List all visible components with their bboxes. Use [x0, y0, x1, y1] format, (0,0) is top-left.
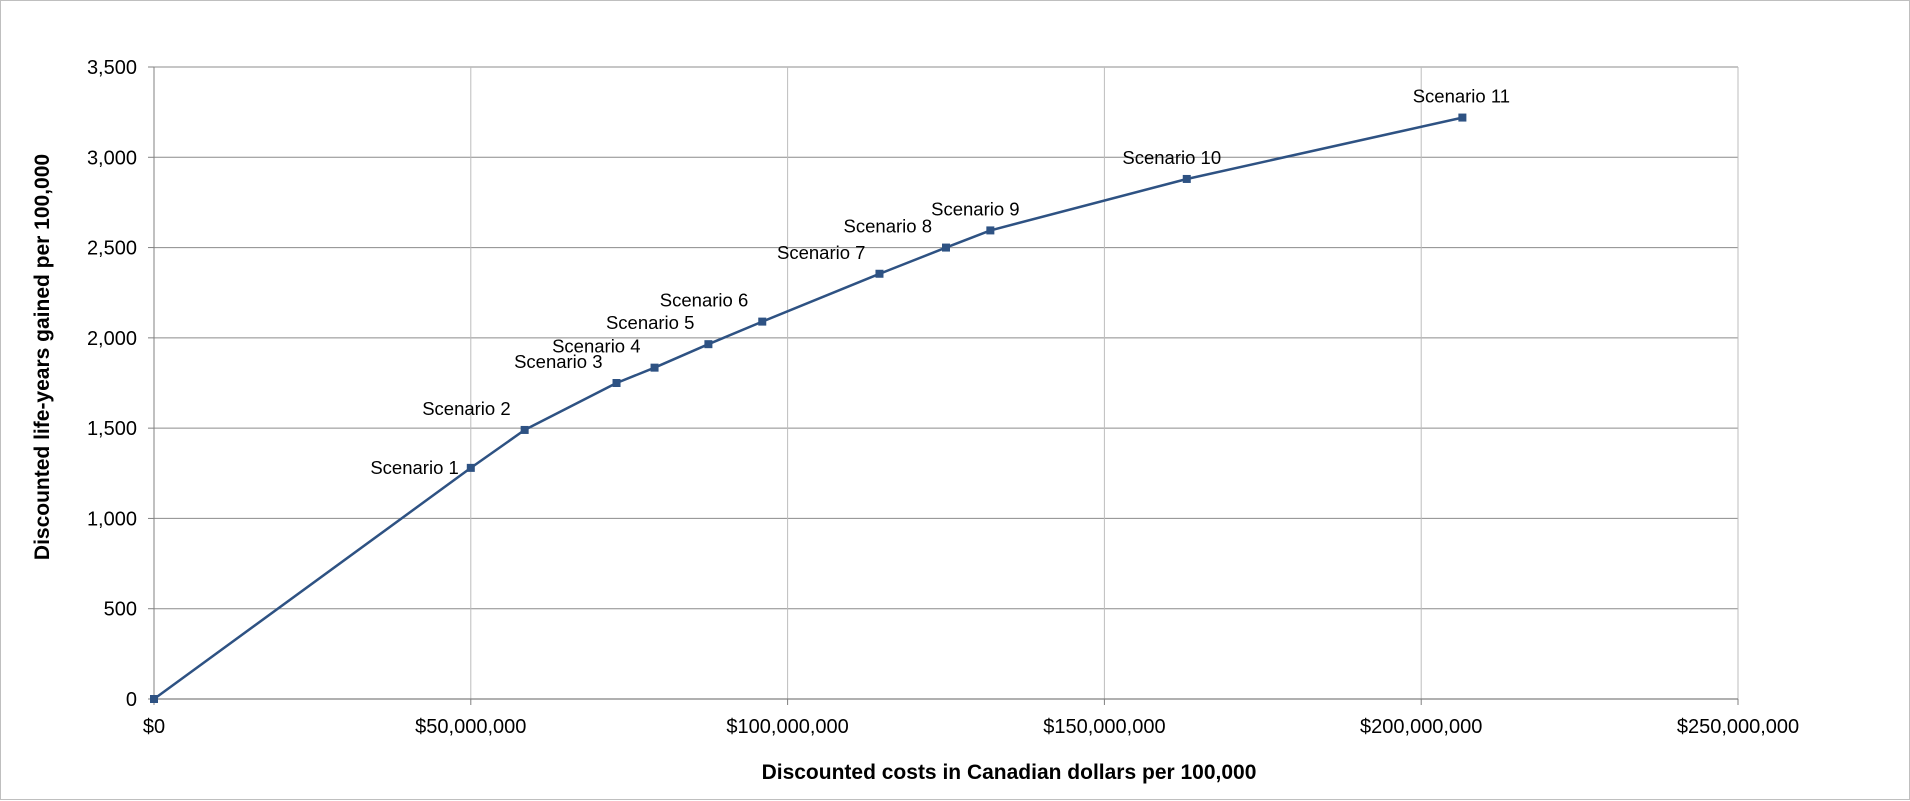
series-line	[150, 113, 1467, 703]
data-label: Scenario 11	[1413, 86, 1510, 107]
x-tick-label: $0	[143, 716, 165, 738]
data-point-marker	[650, 363, 659, 372]
x-tick-label: $50,000,000	[415, 716, 526, 738]
series-path	[153, 116, 1463, 701]
data-label: Scenario 6	[660, 290, 748, 311]
data-label: Scenario 4	[552, 336, 640, 357]
data-point-marker	[758, 317, 767, 326]
data-label: Scenario 3	[514, 351, 602, 372]
tick-labels: 0 500 1,000 1,500 2,000 2,500 3,000 3,500 $0 $50,…	[87, 57, 1799, 738]
data-label: Scenario 8	[844, 216, 932, 237]
data-point-marker	[520, 425, 529, 434]
y-tick-label: 3,000	[87, 147, 137, 169]
y-tick-label: 500	[104, 599, 137, 621]
axes	[148, 66, 1739, 705]
data-point-marker	[466, 463, 475, 472]
data-point-marker	[612, 379, 621, 387]
y-axis-title: Discounted life-years gained per 100,000	[31, 154, 54, 560]
x-axis-title: Discounted costs in Canadian dollars per…	[762, 761, 1257, 784]
data-label: Scenario 1	[370, 457, 458, 478]
data-label: Scenario 10	[1122, 147, 1221, 168]
data-point-marker	[986, 226, 995, 235]
data-label: Scenario 5	[606, 312, 694, 333]
y-tick-label: 3,500	[87, 57, 137, 79]
gridlines	[154, 66, 1739, 699]
y-tick-label: 1,000	[87, 508, 137, 530]
data-point-marker	[875, 269, 884, 278]
data-point-marker	[1458, 113, 1467, 122]
data-point-marker	[150, 695, 158, 703]
y-tick-label: 1,500	[87, 418, 137, 440]
data-label: Scenario 7	[777, 242, 865, 263]
x-tick-label: $150,000,000	[1043, 716, 1165, 738]
x-tick-label: $200,000,000	[1360, 716, 1482, 738]
data-label: Scenario 2	[422, 398, 510, 419]
x-tick-label: $100,000,000	[726, 716, 848, 738]
data-label: Scenario 9	[931, 198, 1019, 219]
data-point-marker	[942, 243, 950, 252]
y-tick-label: 2,000	[87, 328, 137, 350]
x-tick-label: $250,000,000	[1677, 716, 1799, 738]
y-tick-label: 2,500	[87, 238, 137, 260]
data-point-marker	[1182, 174, 1191, 183]
y-tick-label: 0	[126, 689, 137, 711]
data-point-marker	[704, 340, 713, 349]
